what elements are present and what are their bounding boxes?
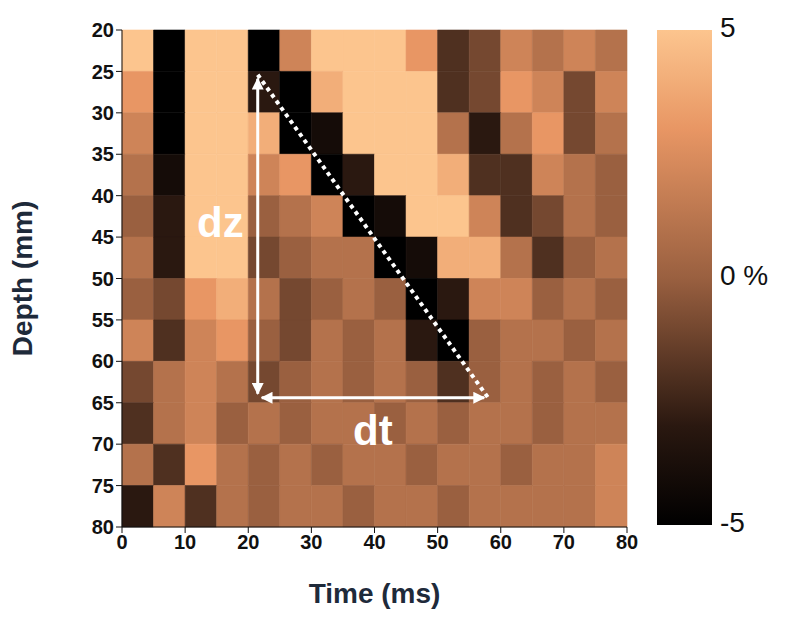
svg-text:75: 75 [92,475,114,497]
svg-text:5: 5 [720,12,736,43]
svg-text:30: 30 [300,531,322,553]
svg-text:60: 60 [490,531,512,553]
svg-text:10: 10 [174,531,196,553]
svg-text:70: 70 [553,531,575,553]
svg-text:-5: -5 [720,507,745,538]
svg-text:45: 45 [92,226,114,248]
svg-text:dz: dz [197,199,244,246]
svg-text:70: 70 [92,433,114,455]
svg-text:25: 25 [92,61,114,83]
svg-text:65: 65 [92,392,114,414]
svg-text:40: 40 [363,531,385,553]
svg-text:50: 50 [427,531,449,553]
svg-text:20: 20 [237,531,259,553]
svg-text:0 %: 0 % [720,260,768,291]
svg-text:80: 80 [92,516,114,538]
svg-text:80: 80 [616,531,638,553]
svg-text:20: 20 [92,19,114,41]
svg-text:Time (ms): Time (ms) [309,578,441,609]
svg-text:40: 40 [92,185,114,207]
svg-text:55: 55 [92,309,114,331]
svg-text:60: 60 [92,350,114,372]
svg-text:35: 35 [92,143,114,165]
svg-text:50: 50 [92,268,114,290]
svg-text:dt: dt [353,407,393,454]
svg-text:30: 30 [92,102,114,124]
svg-text:Depth (mm): Depth (mm) [7,201,38,357]
svg-text:0: 0 [116,531,127,553]
